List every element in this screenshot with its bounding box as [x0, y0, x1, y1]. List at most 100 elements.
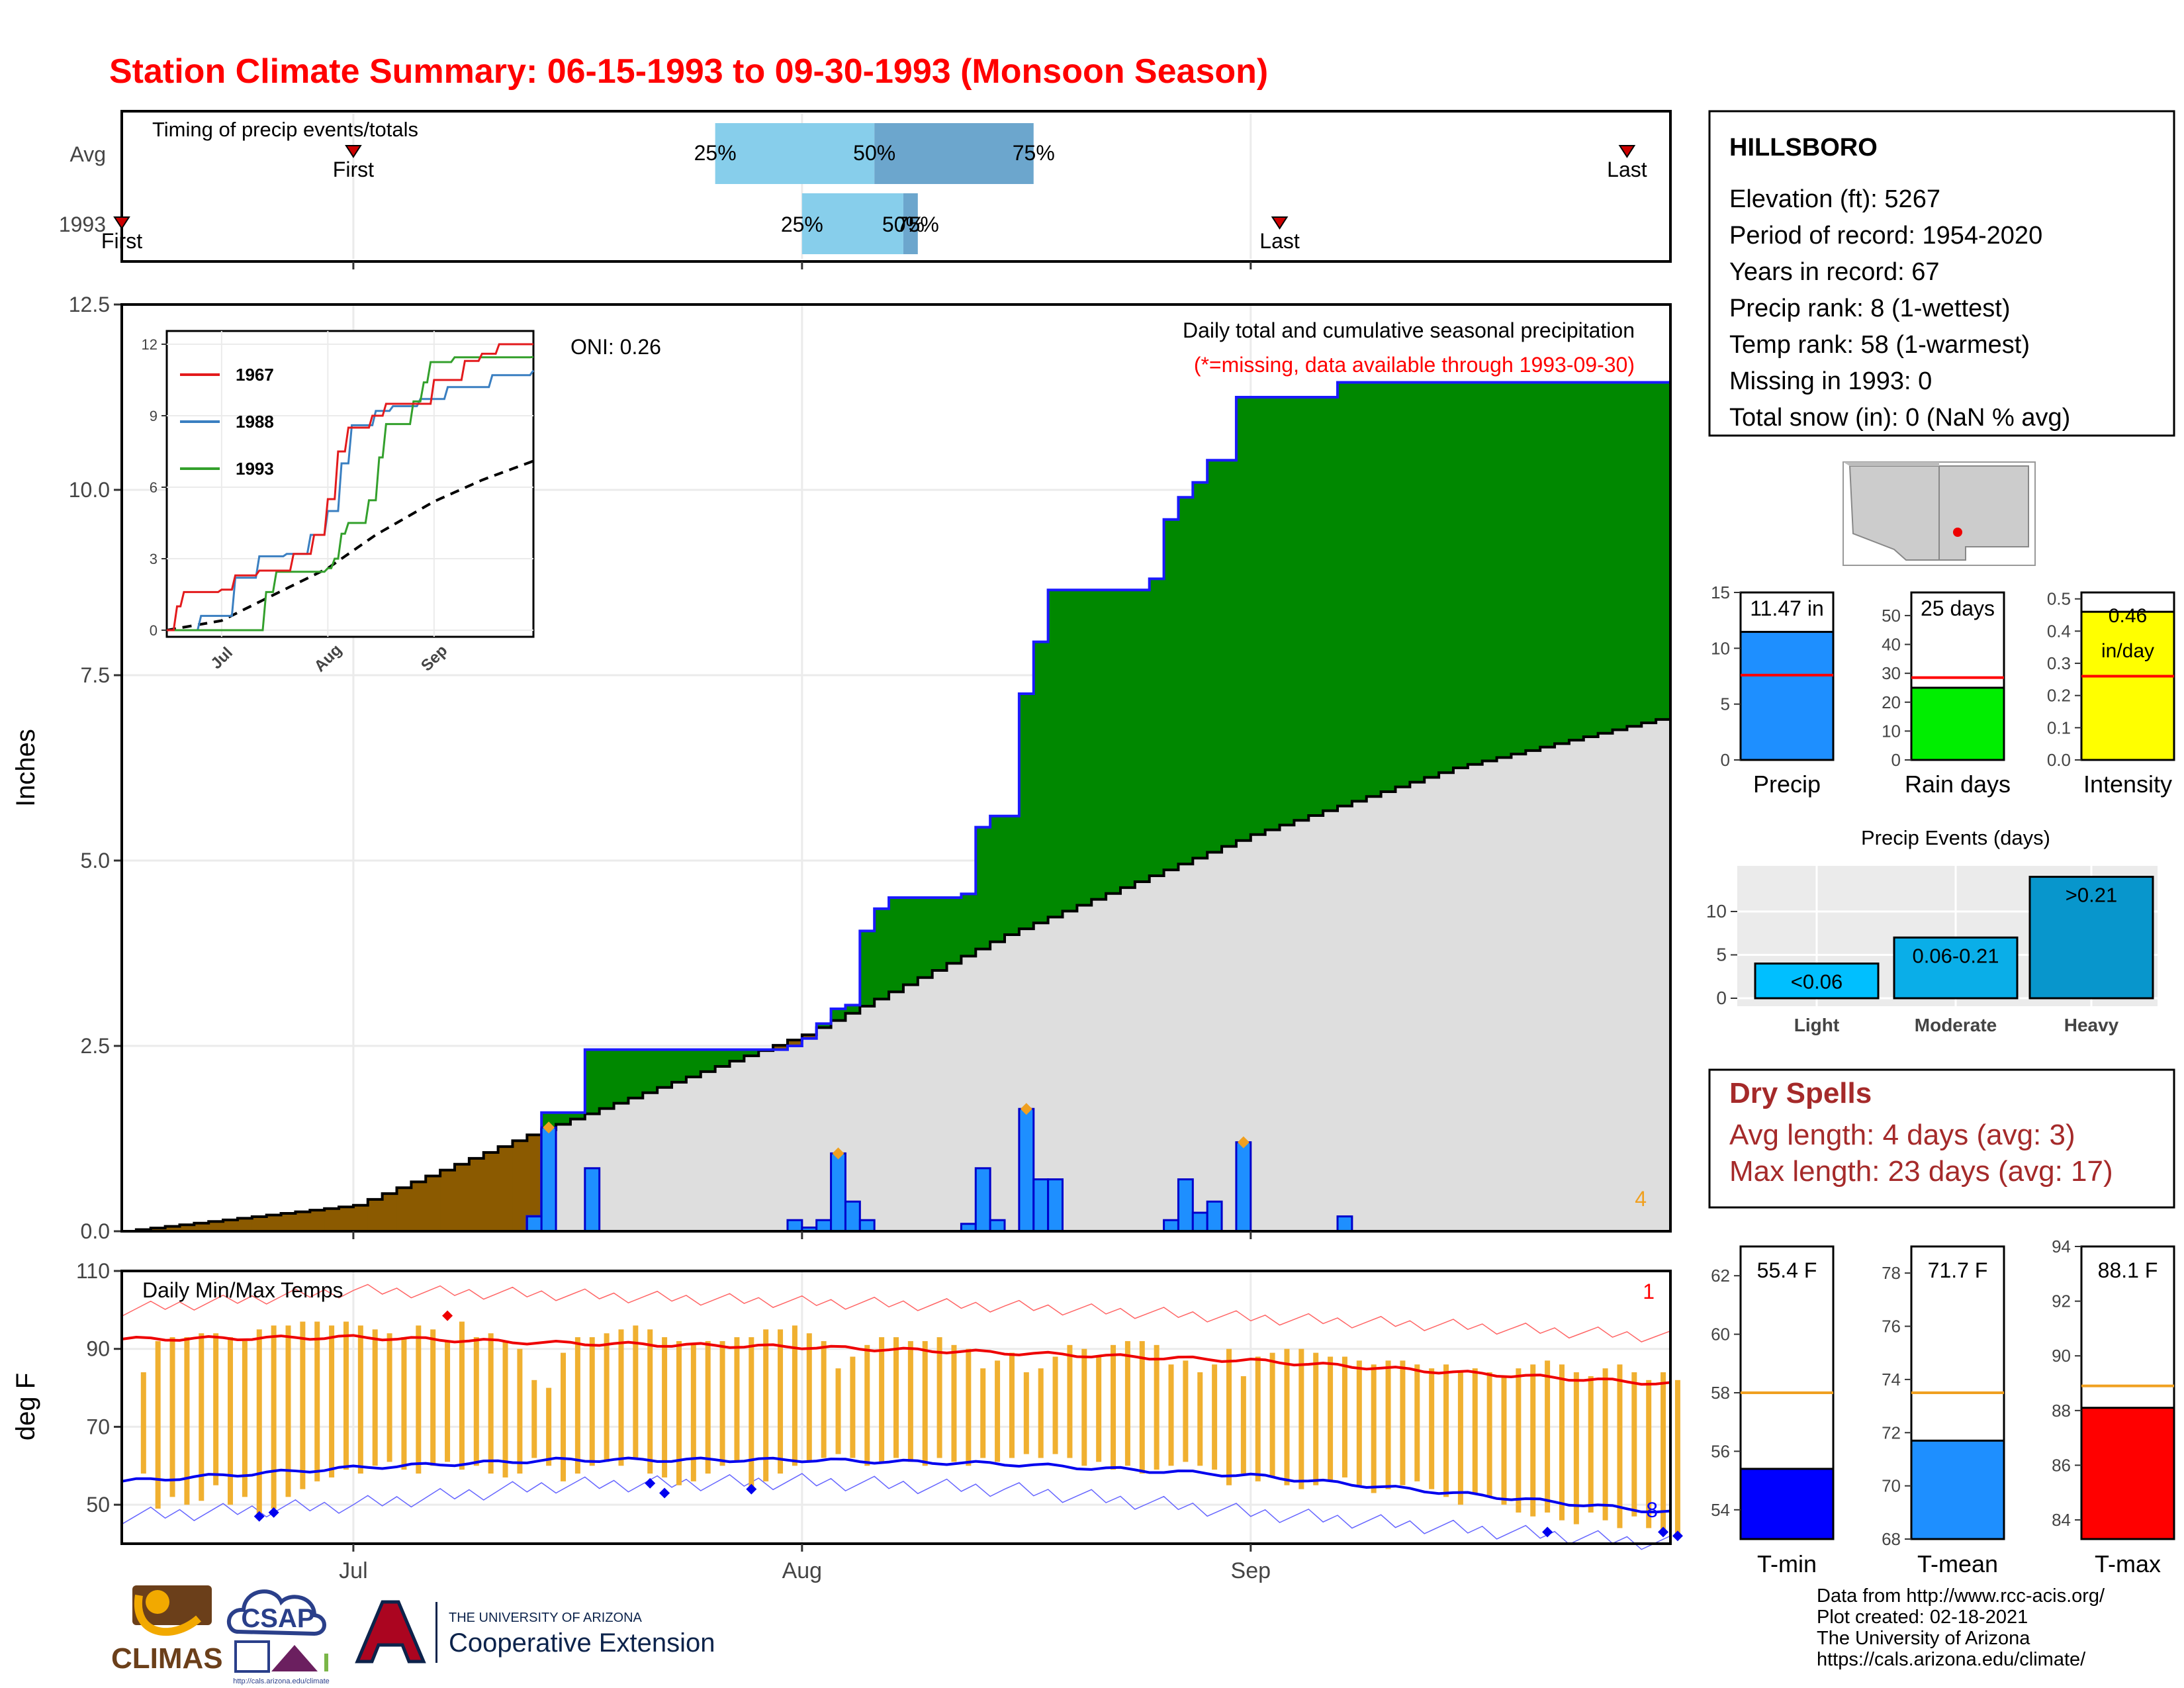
summary-ytick: 10	[1711, 638, 1730, 658]
daily-temp-bar	[1602, 1368, 1608, 1521]
temp-summary-ytick: 90	[2052, 1346, 2071, 1366]
daily-temp-bar	[1356, 1360, 1362, 1485]
events-ytick: 10	[1706, 901, 1727, 921]
temp-summary-ytick: 58	[1711, 1383, 1730, 1403]
temp-summary-bar-2	[2080, 1407, 2175, 1540]
temp-summary-ytick: 84	[2052, 1510, 2071, 1530]
daily-temp-bar	[821, 1340, 827, 1458]
temp-summary-ytick: 88	[2052, 1401, 2071, 1421]
daily-temp-bar	[1516, 1368, 1522, 1513]
precip-ytick: 5.0	[81, 849, 110, 872]
daily-record-marker	[1237, 1136, 1250, 1149]
daily-temp-bar	[1183, 1360, 1189, 1462]
daily-temp-bar	[907, 1340, 913, 1462]
daily-temp-bar	[1400, 1360, 1406, 1485]
daily-temp-bar	[647, 1329, 653, 1474]
timing-1993-pct-2: 50%	[882, 212, 925, 236]
inset-ytick: 9	[150, 408, 158, 424]
dry-spells-box: Dry Spells Avg length: 4 days (avg: 3) M…	[1708, 1068, 2175, 1209]
record-min-line	[121, 1473, 1671, 1550]
temp-summary-ytick: 68	[1882, 1529, 1901, 1549]
precip-ytick: 10.0	[69, 478, 110, 502]
daily-temp-bar	[502, 1340, 508, 1477]
precip-ytick: 2.5	[81, 1034, 110, 1058]
daily-precip-bar	[858, 1219, 876, 1233]
daily-temp-bar	[893, 1337, 899, 1458]
timing-1993-q1-bar	[801, 193, 903, 254]
daily-temp-bar	[1009, 1352, 1015, 1458]
summary-ytick: 0.0	[2047, 750, 2071, 770]
daily-temp-bar	[1457, 1372, 1463, 1505]
summary-ytick: 20	[1882, 692, 1901, 712]
daily-temp-bar	[1414, 1364, 1420, 1481]
daily-temp-bar	[242, 1340, 248, 1497]
daily-temp-bar	[1617, 1364, 1623, 1528]
timing-1993-first-label: First	[101, 229, 142, 253]
daily-temp-bar	[1096, 1356, 1102, 1462]
daily-temp-bar	[155, 1340, 161, 1509]
inset-legend-1993: 1993	[236, 459, 274, 479]
summary-bar-0	[1739, 631, 1835, 761]
event-category: Heavy	[2064, 1015, 2119, 1035]
station-marker	[1953, 528, 1962, 537]
daily-temp-bar	[1371, 1364, 1377, 1493]
daily-precip-bar	[989, 1219, 1006, 1233]
event-category: Moderate	[1915, 1015, 1997, 1035]
timing-1993-pct-3: 75%	[897, 212, 939, 236]
temp-summary-value-0: 55.4 F	[1757, 1258, 1817, 1282]
daily-temp-bar	[936, 1337, 942, 1458]
temp-summary-ytick: 62	[1711, 1266, 1730, 1286]
timing-row-avg: Avg	[69, 142, 106, 166]
daily-precip-bar	[540, 1126, 557, 1233]
summary-ytick: 50	[1882, 606, 1901, 626]
temp-ytick: 50	[86, 1493, 110, 1517]
locator-map	[1843, 461, 2036, 566]
daily-record-marker	[832, 1147, 844, 1160]
inset-line-1967	[167, 343, 533, 632]
temp-count-max: 1	[1643, 1280, 1655, 1303]
timing-panel: Timing of precip events/totals Avg 1993 …	[59, 110, 1672, 263]
daily-temp-bar	[792, 1325, 797, 1466]
daily-temp-bar	[1052, 1356, 1058, 1454]
temp-summary-bar-0	[1739, 1468, 1835, 1540]
daily-precip-bar	[1336, 1215, 1353, 1233]
daily-temp-bar	[228, 1337, 234, 1505]
inset-ytick: 6	[150, 479, 158, 496]
temp-ylabel: deg F	[11, 1373, 40, 1440]
daily-record-marker	[543, 1121, 555, 1134]
daily-temp-bar	[1313, 1352, 1319, 1485]
csap-logo: CSAP http://cals.arizona.edu/climate	[227, 1589, 330, 1685]
daily-temp-bar	[864, 1344, 870, 1466]
daily-temp-bar	[995, 1360, 1001, 1462]
record-min-marker	[1672, 1530, 1683, 1542]
daily-precip-bar	[1032, 1178, 1050, 1233]
daily-temp-bar	[488, 1333, 494, 1474]
daily-temp-bar	[574, 1337, 580, 1474]
daily-temp-bar	[1038, 1368, 1044, 1458]
summary-ytick: 5	[1721, 694, 1730, 714]
daily-temp-bar	[690, 1344, 696, 1481]
record-max-line	[121, 1284, 1671, 1342]
daily-temp-bar	[604, 1333, 610, 1462]
daily-temp-bar	[734, 1337, 740, 1462]
temp-summary-value-2: 88.1 F	[2098, 1258, 2158, 1282]
daily-temp-bar	[589, 1337, 595, 1466]
daily-temp-bar	[1197, 1372, 1203, 1466]
timing-avg-q1-bar	[715, 123, 875, 184]
temp-summary-label-0: T-min	[1757, 1550, 1817, 1577]
summary-ytick: 0.5	[2047, 589, 2071, 609]
daily-temp-bar	[387, 1333, 392, 1462]
timing-1993-last-marker	[1271, 216, 1289, 230]
daily-record-marker	[1020, 1103, 1032, 1115]
daily-temp-bar	[1646, 1380, 1652, 1528]
daily-precip-bar	[830, 1152, 846, 1233]
daily-temp-bar	[357, 1325, 363, 1474]
daily-temp-bar	[1631, 1372, 1637, 1517]
temp-ytick: 90	[86, 1337, 110, 1361]
daily-temp-bar	[966, 1348, 972, 1466]
precip-events-chart: Precip Events (days) 0 5 10 <0.06 Light 0.06-…	[1706, 826, 2158, 1035]
station-info-line: Missing in 1993: 0	[1729, 367, 1932, 395]
ua-logo: THE UNIVERSITY OF ARIZONA Cooperative Ex…	[355, 1600, 715, 1664]
dry-spells-avg: Avg length: 4 days (avg: 3)	[1729, 1119, 2075, 1151]
summary-ytick: 10	[1882, 721, 1901, 741]
